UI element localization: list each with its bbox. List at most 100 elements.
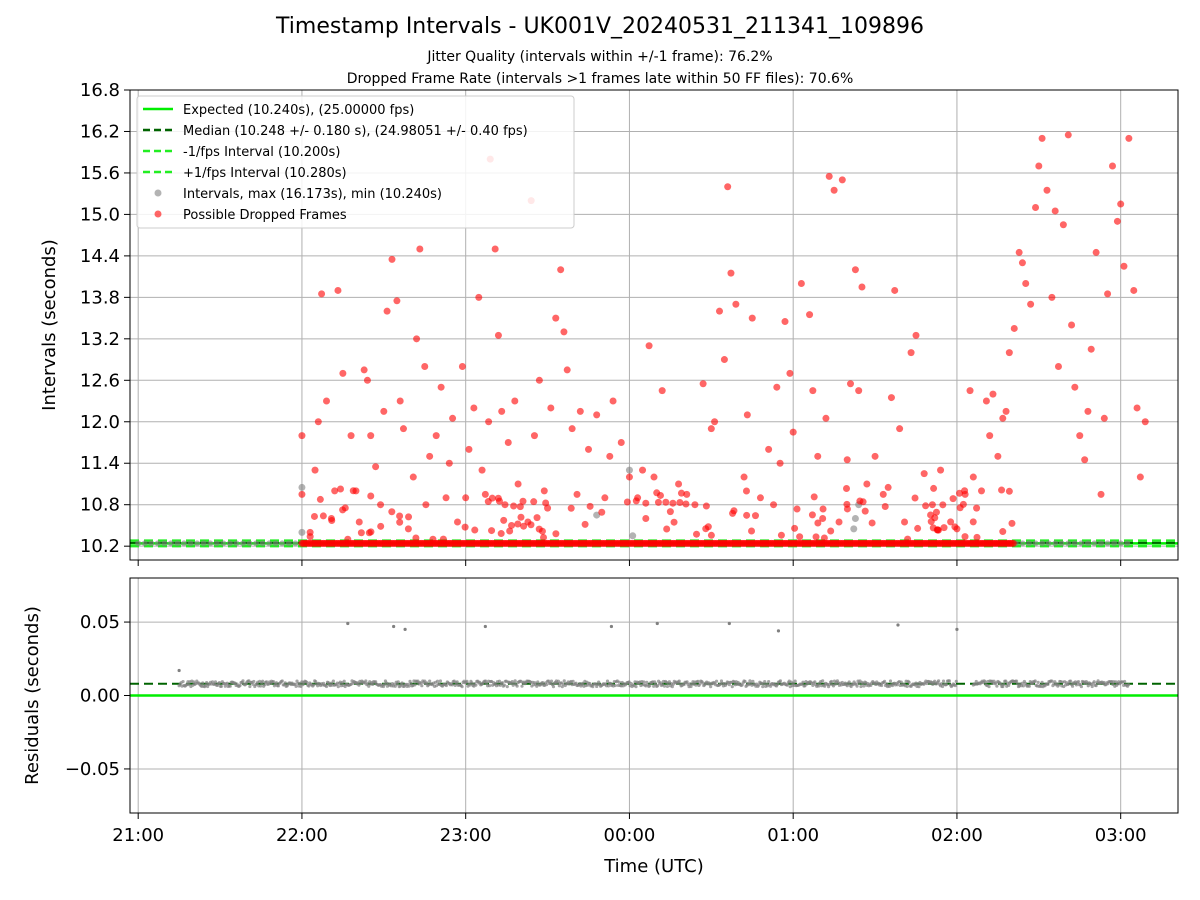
dropped-frame-point xyxy=(1064,131,1072,139)
dropped-frame-point xyxy=(1027,300,1035,308)
residual-point xyxy=(470,681,474,685)
dropped-frame-point xyxy=(642,499,650,507)
residual-point xyxy=(444,683,448,688)
dropped-frame-point xyxy=(568,425,576,433)
dropped-frame-point xyxy=(720,356,728,364)
residual-point xyxy=(634,685,638,689)
interval-point xyxy=(629,532,637,540)
residual-point xyxy=(757,683,761,687)
dropped-frame-point xyxy=(396,512,404,520)
dropped-frame-point xyxy=(449,414,457,422)
dropped-frame-point xyxy=(814,519,822,527)
residual-point xyxy=(251,682,255,686)
chart-subtitle-jitter: Jitter Quality (intervals within +/-1 fr… xyxy=(427,49,773,65)
legend-swatch xyxy=(154,189,162,197)
residual-point xyxy=(428,679,432,683)
dropped-frame-point xyxy=(809,387,817,395)
interval-point xyxy=(233,540,240,547)
residual-point xyxy=(409,681,413,686)
interval-point xyxy=(246,540,253,547)
residual-point xyxy=(776,629,781,633)
dropped-frame-point xyxy=(609,397,617,405)
dropped-frame-point xyxy=(367,492,375,500)
dropped-frame-point xyxy=(316,495,324,503)
dropped-frame-point xyxy=(973,533,981,541)
residual-point xyxy=(294,684,298,688)
residual-point xyxy=(181,679,185,684)
residual-point xyxy=(761,685,765,689)
dropped-frame-point xyxy=(748,314,756,322)
dropped-frame-point xyxy=(511,397,519,405)
legend-box xyxy=(136,95,575,229)
residual-point xyxy=(520,684,524,688)
dropped-frame-point xyxy=(535,376,543,384)
residual-point xyxy=(219,684,223,689)
dropped-frame-point xyxy=(940,524,948,532)
residual-point xyxy=(312,683,316,687)
dropped-frame-point xyxy=(422,501,430,509)
top-y-tick-label: 13.8 xyxy=(80,287,120,308)
dropped-frame-point xyxy=(937,466,945,474)
dropped-frame-point xyxy=(1113,217,1121,225)
dropped-frame-point xyxy=(544,504,552,512)
interval-point xyxy=(1111,540,1118,547)
dropped-frame-point xyxy=(445,459,453,467)
residual-point xyxy=(665,684,670,689)
residual-point xyxy=(283,681,287,685)
dropped-frame-point xyxy=(318,290,326,298)
dropped-frame-point xyxy=(835,518,843,526)
residual-point xyxy=(1002,682,1006,687)
dropped-frame-point xyxy=(352,487,360,495)
x-tick-label: 21:00 xyxy=(112,825,164,846)
dropped-frame-point xyxy=(1010,324,1018,332)
residual-point xyxy=(696,679,700,683)
dropped-frame-point xyxy=(530,432,538,440)
residual-point xyxy=(1021,684,1026,688)
dropped-frame-point xyxy=(432,432,440,440)
dropped-frame-point xyxy=(540,533,548,541)
residual-point xyxy=(453,683,457,688)
residual-point xyxy=(944,682,949,687)
bottom-y-tick-label: 0.00 xyxy=(80,686,120,707)
dropped-frame-point xyxy=(314,418,322,426)
interval-point xyxy=(625,466,633,474)
dropped-frame-point xyxy=(843,500,851,508)
dropped-frame-point xyxy=(789,428,797,436)
residual-point xyxy=(487,683,492,688)
residual-point xyxy=(413,683,417,687)
dropped-frame-point xyxy=(484,498,492,506)
dropped-frame-point xyxy=(830,186,838,194)
dropped-frame-point xyxy=(1104,290,1112,298)
residual-point xyxy=(336,685,340,689)
dropped-frame-point xyxy=(961,490,969,498)
interval-point xyxy=(1065,540,1072,547)
dropped-frame-point xyxy=(585,445,592,453)
dropped-frame-point xyxy=(1054,362,1062,370)
residual-point xyxy=(827,683,832,687)
dropped-frame-point xyxy=(982,397,990,405)
interval-point xyxy=(298,483,306,491)
dropped-frame-point xyxy=(1130,286,1138,294)
dropped-frame-point xyxy=(770,501,778,509)
dropped-frame-point xyxy=(861,507,869,515)
residual-point xyxy=(936,679,941,683)
dropped-frame-point xyxy=(458,362,466,370)
dropped-frame-point xyxy=(367,432,375,440)
dropped-frame-point xyxy=(999,414,1007,422)
dropped-frame-point xyxy=(598,508,606,516)
interval-point xyxy=(1124,540,1131,547)
dropped-frame-point xyxy=(914,524,922,532)
dropped-frame-point xyxy=(656,491,664,499)
residual-point xyxy=(307,684,311,688)
dropped-frame-point xyxy=(796,533,804,541)
dropped-frame-point xyxy=(934,526,942,534)
dropped-frame-point xyxy=(806,311,814,319)
top-y-tick-label: 12.0 xyxy=(80,412,120,433)
interval-point xyxy=(194,540,201,547)
dropped-frame-point xyxy=(765,445,773,453)
residual-point xyxy=(859,684,863,689)
residual-point xyxy=(609,624,614,629)
top-y-tick-label: 12.6 xyxy=(80,370,120,391)
residual-point xyxy=(438,679,443,683)
dropped-frame-point xyxy=(421,362,429,370)
